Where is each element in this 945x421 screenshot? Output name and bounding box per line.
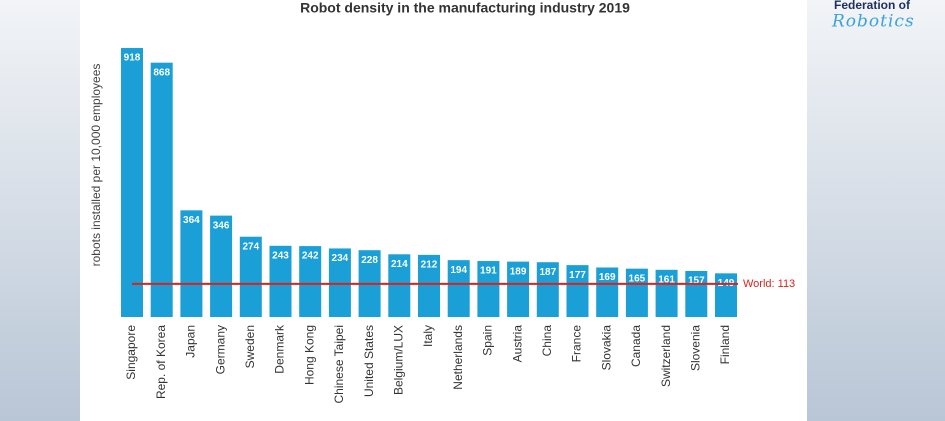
x-tick-label: Slovenia — [688, 325, 702, 371]
value-label: 177 — [569, 270, 586, 281]
bar — [536, 262, 559, 317]
value-label: 157 — [688, 276, 705, 287]
x-tick-label: Austria — [510, 325, 524, 363]
value-label: 194 — [450, 265, 467, 276]
value-label: 228 — [361, 255, 378, 266]
x-tick-label: China — [540, 325, 554, 357]
value-label: 242 — [302, 251, 319, 262]
value-label: 187 — [539, 267, 556, 278]
chart-title: Robot density in the manufacturing indus… — [300, 0, 630, 16]
value-label: 161 — [658, 274, 675, 285]
bar — [477, 261, 500, 317]
reference-label: World: 113 — [743, 278, 795, 290]
value-label: 364 — [183, 215, 200, 226]
bar — [328, 248, 351, 317]
x-tick-label: Slovakia — [599, 325, 613, 371]
bar — [418, 254, 440, 317]
value-label: 165 — [629, 273, 646, 284]
value-label: 243 — [272, 250, 289, 261]
bar — [655, 269, 678, 317]
value-label: 214 — [391, 259, 408, 270]
value-label: 212 — [421, 260, 438, 271]
x-tick-label: Canada — [629, 325, 643, 367]
value-label: 169 — [599, 272, 616, 283]
x-tick-label: Singapore — [124, 325, 138, 380]
logo-text: Federation of — [834, 0, 911, 12]
x-tick-label: Hong Kong — [302, 325, 316, 385]
logo-text: Robotics — [831, 12, 915, 32]
x-tick-label: France — [570, 325, 584, 363]
x-tick-label: Sweden — [243, 325, 257, 368]
x-tick-label: Switzerland — [659, 325, 673, 387]
value-label: 189 — [510, 266, 527, 277]
bar — [210, 215, 233, 317]
value-label: 191 — [480, 266, 497, 277]
bar — [388, 254, 411, 317]
x-tick-label: Denmark — [273, 324, 287, 374]
bar — [447, 260, 470, 317]
bar — [239, 236, 262, 317]
x-tick-label: Belgium/LUX — [391, 325, 405, 395]
bar — [625, 268, 648, 317]
bar — [566, 265, 589, 317]
left-panel — [0, 0, 80, 421]
value-label: 274 — [242, 241, 259, 252]
value-label: 346 — [213, 220, 230, 231]
x-tick-label: Japan — [184, 325, 198, 358]
right-panel — [807, 0, 945, 421]
bar — [685, 270, 708, 317]
bar — [150, 62, 173, 318]
y-axis-label: robots installed per 10,000 employees — [89, 64, 103, 267]
x-tick-label: Italy — [421, 325, 435, 347]
x-tick-label: United States — [362, 325, 376, 397]
value-label: 868 — [153, 67, 170, 78]
x-tick-label: Rep. of Korea — [154, 325, 168, 399]
x-tick-label: Finland — [718, 325, 732, 364]
x-tick-label: Germany — [213, 325, 227, 374]
bar — [299, 246, 322, 317]
bar — [180, 210, 203, 317]
value-label: 918 — [124, 53, 141, 64]
x-tick-label: Spain — [481, 325, 495, 356]
bar — [269, 245, 292, 317]
x-tick-label: Chinese Taipei — [332, 325, 346, 404]
bar — [121, 48, 143, 317]
bar — [596, 267, 619, 317]
bar — [507, 261, 530, 317]
x-tick-label: Netherlands — [451, 325, 465, 390]
value-label: 234 — [332, 253, 349, 264]
